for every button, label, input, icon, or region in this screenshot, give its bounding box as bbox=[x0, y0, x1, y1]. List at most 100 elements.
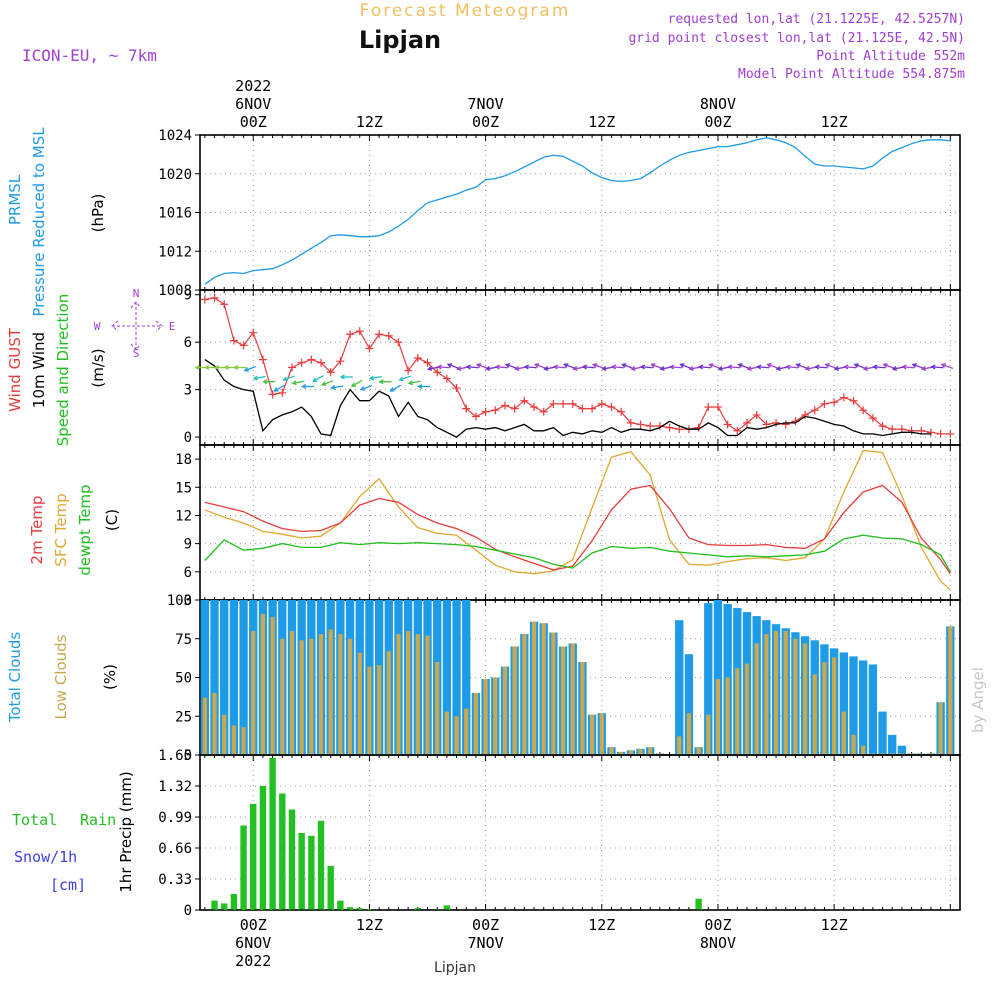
wind-arrow-head bbox=[262, 379, 268, 385]
wind-arrow-head bbox=[233, 365, 239, 370]
temp-unit-label: (C) bbox=[103, 509, 121, 531]
wind-arrow-head bbox=[872, 364, 878, 370]
wind-direction-arrow bbox=[709, 363, 721, 370]
wind-direction-arrow bbox=[283, 375, 295, 381]
grid-point-coords: grid point closest lon,lat (21.125E, 42.… bbox=[628, 31, 965, 46]
gust-marker bbox=[888, 425, 897, 434]
total-cloud-bar bbox=[229, 600, 239, 755]
wind-direction-arrow bbox=[796, 363, 808, 370]
wind-arrow-head bbox=[273, 387, 279, 392]
wind-arrow-head bbox=[833, 366, 839, 371]
wind-arrow-head bbox=[688, 366, 694, 371]
rain-bar bbox=[288, 809, 296, 910]
low-cloud-bar bbox=[793, 638, 798, 755]
gust-marker bbox=[317, 358, 326, 367]
rain-bar bbox=[443, 905, 451, 910]
wind-direction-arrow bbox=[786, 366, 799, 369]
rain-bar bbox=[366, 909, 373, 910]
precip-unit-label: 1hr Precip (mm) bbox=[117, 771, 135, 892]
y-tick-label: 0.33 bbox=[158, 872, 192, 888]
wind-arrow-head bbox=[291, 380, 297, 386]
wind-arrow-head bbox=[417, 383, 423, 389]
panel-temperature: 3 6 9 12 15 18 bbox=[175, 444, 961, 609]
y-tick-label: 0 bbox=[184, 430, 192, 446]
rain-bar bbox=[259, 786, 267, 910]
bottom-time-label: 12Z bbox=[356, 916, 383, 934]
wind-direction-arrow bbox=[738, 363, 750, 370]
wind-direction-arrow bbox=[253, 375, 266, 380]
low-cloud-bar bbox=[435, 662, 440, 755]
y-tick-label: 1024 bbox=[158, 128, 192, 144]
rain-bar bbox=[337, 900, 344, 910]
rain-bar bbox=[356, 908, 363, 910]
wind-arrow-head bbox=[940, 363, 946, 368]
low-cloud-bar bbox=[357, 652, 362, 755]
wind-direction-arrow bbox=[651, 363, 663, 370]
total-cloud-bar bbox=[452, 600, 461, 755]
wind-arrow-head bbox=[282, 376, 288, 382]
wind-direction-arrow bbox=[815, 366, 828, 369]
wind-direction-arrow bbox=[351, 379, 363, 387]
wind-arrow-head bbox=[552, 364, 559, 370]
dewpt-line bbox=[204, 534, 951, 573]
gust-marker bbox=[452, 384, 461, 393]
low-cloud-bar bbox=[570, 643, 575, 755]
wind-arrow-head bbox=[737, 363, 743, 368]
wind-direction-arrow bbox=[476, 363, 489, 370]
rain-bar bbox=[327, 865, 334, 910]
gust-marker bbox=[946, 429, 955, 438]
wind-arrow-head bbox=[312, 377, 318, 383]
low-cloud-bar bbox=[841, 711, 846, 755]
wind-direction-arrow bbox=[873, 366, 886, 369]
wind-direction-arrow bbox=[447, 363, 460, 370]
header: Forecast Meteogram Lipjan ICON-EU, ~ 7km… bbox=[22, 1, 987, 976]
total-label: Total bbox=[12, 811, 57, 829]
bottom-time-label: 6NOV bbox=[235, 934, 271, 952]
wind-arrow-head bbox=[911, 363, 917, 368]
gust-marker bbox=[801, 410, 810, 419]
y-tick-label: 6 bbox=[184, 335, 192, 351]
low-cloud-bar bbox=[812, 674, 817, 755]
rain-bar bbox=[414, 908, 422, 910]
wind-direction-arrow bbox=[883, 363, 895, 370]
pressure-line bbox=[204, 137, 951, 285]
wind-arrow-head bbox=[766, 363, 772, 368]
total-cloud-bar bbox=[878, 711, 887, 755]
gust-marker bbox=[839, 393, 848, 402]
wind-direction-arrow bbox=[699, 366, 712, 369]
wind-arrow-head bbox=[814, 364, 820, 370]
panel-precipitation: 0 0.33 0.66 0.99 1.32 1.65 bbox=[158, 748, 961, 919]
low-cloud-bar bbox=[802, 643, 808, 755]
requested-coords: requested lon,lat (21.1225E, 42.5257N) bbox=[668, 12, 965, 27]
y-tick-label: 1020 bbox=[158, 167, 192, 183]
gust-marker bbox=[626, 418, 635, 427]
wind-arrow-head bbox=[930, 364, 936, 370]
low-cloud-bar bbox=[648, 747, 653, 755]
low-cloud-bar bbox=[541, 623, 546, 755]
low-cloud-bar bbox=[551, 632, 556, 755]
gust-marker bbox=[559, 399, 568, 408]
gust-marker bbox=[752, 410, 761, 419]
wind-arrow-head bbox=[465, 364, 471, 370]
low-cloud-bar bbox=[861, 745, 866, 755]
low-cloud-bar bbox=[822, 662, 827, 755]
wind-direction-arrow bbox=[466, 366, 479, 369]
low-cloud-bar bbox=[589, 714, 595, 755]
wind-direction-arrow bbox=[370, 375, 382, 380]
low-cloud-bar bbox=[241, 727, 246, 755]
y-tick-label: 1.32 bbox=[158, 779, 192, 795]
wind-direction-arrow bbox=[292, 380, 305, 384]
low-cloud-bar bbox=[425, 635, 430, 755]
snow-label: Snow/1h bbox=[14, 848, 77, 866]
wind-direction-arrow bbox=[331, 385, 344, 389]
gust-marker bbox=[588, 404, 597, 413]
wind-arrow-head bbox=[213, 365, 220, 370]
total-cloud-bar bbox=[684, 654, 694, 755]
bottom-time-label: 00Z bbox=[704, 916, 731, 934]
rain-bar bbox=[298, 832, 305, 910]
wind-arrow-head bbox=[901, 364, 907, 370]
y-tick-label: 3 bbox=[184, 593, 192, 609]
clouds-unit-label: (%) bbox=[101, 664, 119, 690]
